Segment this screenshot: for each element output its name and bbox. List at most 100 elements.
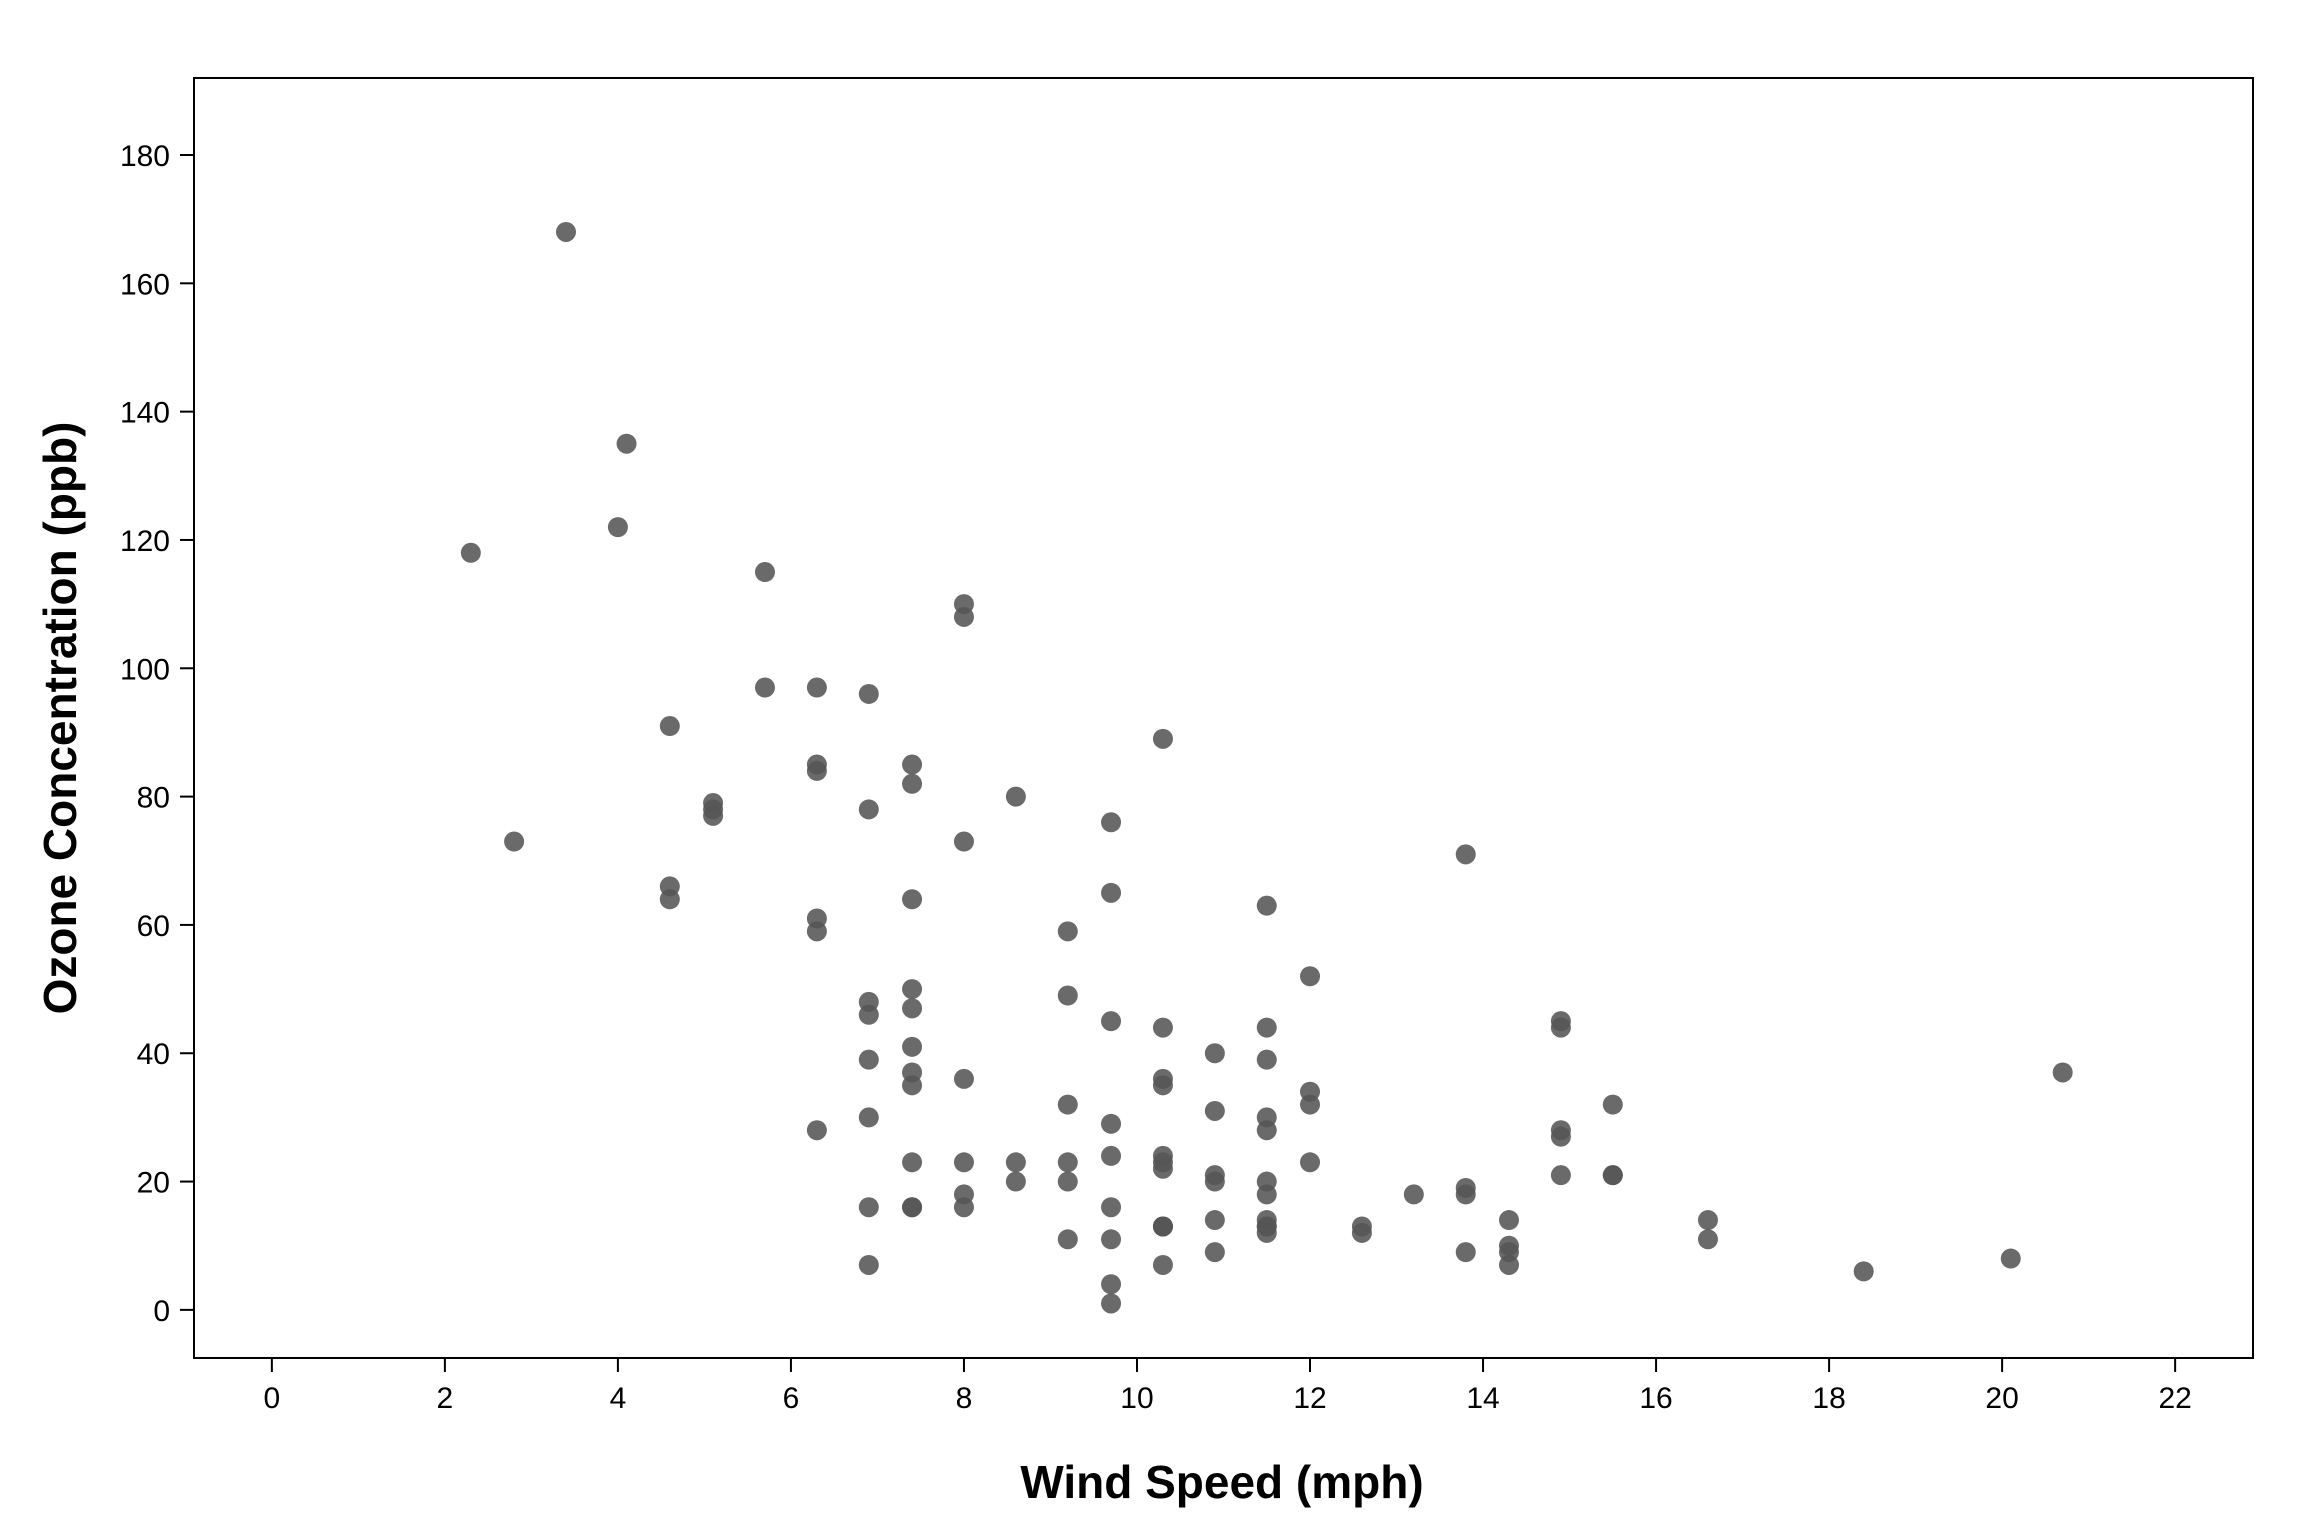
data-point: [858, 1197, 879, 1218]
y-tick-label: 40: [137, 1038, 170, 1071]
data-point: [953, 1197, 974, 1218]
data-point: [556, 221, 577, 242]
data-point: [1300, 1152, 1321, 1173]
data-point: [1204, 1043, 1225, 1064]
data-point: [1300, 966, 1321, 987]
data-point: [1550, 1126, 1571, 1147]
data-point: [659, 716, 680, 737]
data-point: [703, 805, 724, 826]
data-point: [902, 1036, 923, 1057]
x-tick-label: 20: [1985, 1382, 2018, 1415]
data-point: [1300, 1094, 1321, 1115]
data-point: [902, 998, 923, 1019]
data-point: [953, 1152, 974, 1173]
data-point: [902, 1197, 923, 1218]
data-point: [1204, 1171, 1225, 1192]
data-point: [1057, 1229, 1078, 1250]
data-point: [1853, 1261, 1874, 1282]
data-point: [806, 677, 827, 698]
data-point: [806, 1120, 827, 1141]
data-point: [1256, 895, 1277, 916]
data-point: [1602, 1094, 1623, 1115]
data-point: [1455, 1242, 1476, 1263]
data-point: [1351, 1222, 1372, 1243]
x-axis-title: Wind Speed (mph): [1020, 1456, 1423, 1508]
data-point: [1057, 921, 1078, 942]
data-point: [616, 433, 637, 454]
data-point: [1697, 1210, 1718, 1231]
data-point: [1697, 1229, 1718, 1250]
data-point: [1204, 1242, 1225, 1263]
data-point: [1005, 1171, 1026, 1192]
data-point: [1498, 1210, 1519, 1231]
data-point: [1256, 1120, 1277, 1141]
data-point: [1101, 1293, 1122, 1314]
data-point: [1256, 1222, 1277, 1243]
y-axis: 0 20 40 60 80 100 120 140 160 180: [120, 140, 194, 1328]
data-point: [953, 831, 974, 852]
data-point: [902, 889, 923, 910]
data-point: [2052, 1062, 2073, 1083]
x-tick-label: 10: [1120, 1382, 1153, 1415]
data-point: [1455, 1184, 1476, 1205]
data-point: [1152, 1017, 1173, 1038]
data-point: [1152, 1075, 1173, 1096]
y-tick-label: 180: [120, 140, 170, 173]
data-point: [1101, 882, 1122, 903]
data-point: [754, 562, 775, 583]
x-tick-label: 16: [1639, 1382, 1672, 1415]
data-point: [1152, 1158, 1173, 1179]
data-point: [806, 921, 827, 942]
data-point: [953, 1068, 974, 1089]
x-tick-label: 2: [437, 1382, 454, 1415]
x-tick-label: 4: [610, 1382, 627, 1415]
data-point: [1101, 1229, 1122, 1250]
x-tick-label: 22: [2158, 1382, 2191, 1415]
data-point: [607, 517, 628, 538]
data-point: [1403, 1184, 1424, 1205]
data-point: [1256, 1184, 1277, 1205]
y-axis-title: Ozone Concentration (ppb): [34, 422, 86, 1015]
data-point: [902, 773, 923, 794]
data-point: [1101, 1274, 1122, 1295]
data-point: [1550, 1165, 1571, 1186]
y-tick-label: 160: [120, 268, 170, 301]
x-axis: 0 2 4 6 8 10 12 14 16 18 20 22: [264, 1358, 2192, 1415]
y-tick-label: 100: [120, 653, 170, 686]
x-tick-label: 8: [956, 1382, 973, 1415]
data-point: [1152, 1254, 1173, 1275]
data-point: [659, 889, 680, 910]
y-tick-label: 0: [153, 1295, 170, 1328]
data-point: [2000, 1248, 2021, 1269]
data-point: [460, 542, 481, 563]
data-point: [1005, 1152, 1026, 1173]
data-point: [504, 831, 525, 852]
plot-frame: [193, 77, 2254, 1359]
data-point: [1256, 1049, 1277, 1070]
x-tick-label: 18: [1812, 1382, 1845, 1415]
data-point: [858, 1254, 879, 1275]
data-point: [806, 760, 827, 781]
data-point: [1550, 1017, 1571, 1038]
x-tick-label: 12: [1293, 1382, 1326, 1415]
data-point: [1101, 1113, 1122, 1134]
data-point: [858, 799, 879, 820]
data-points: [460, 221, 2073, 1314]
data-point: [902, 754, 923, 775]
x-tick-label: 0: [264, 1382, 281, 1415]
data-point: [1057, 985, 1078, 1006]
data-point: [902, 979, 923, 1000]
data-point: [902, 1075, 923, 1096]
x-tick-label: 6: [783, 1382, 800, 1415]
x-tick-label: 14: [1466, 1382, 1499, 1415]
data-point: [1152, 728, 1173, 749]
data-point: [1057, 1094, 1078, 1115]
y-tick-label: 80: [137, 782, 170, 815]
data-point: [953, 606, 974, 627]
data-point: [1602, 1165, 1623, 1186]
data-point: [1204, 1100, 1225, 1121]
data-point: [858, 1049, 879, 1070]
data-point: [1057, 1152, 1078, 1173]
data-point: [1498, 1254, 1519, 1275]
